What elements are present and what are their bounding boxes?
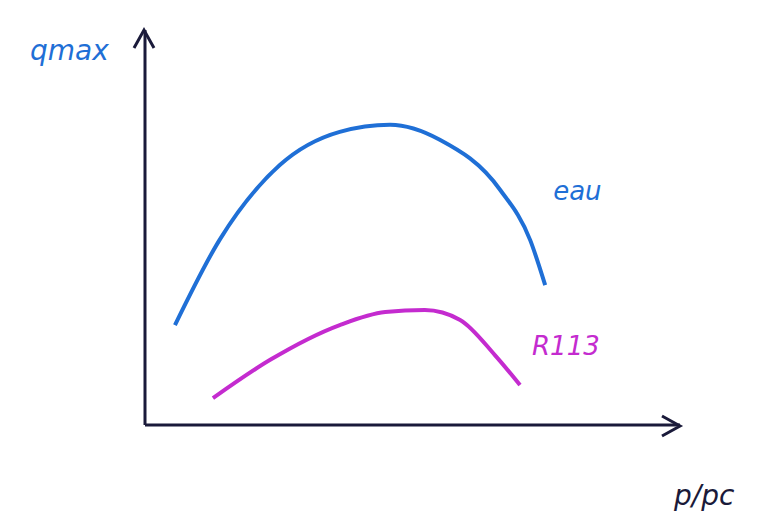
svg-text:eau: eau xyxy=(553,176,601,206)
svg-text:R113: R113 xyxy=(532,331,600,361)
svg-text:p/pc: p/pc xyxy=(673,479,735,512)
svg-text:qmax: qmax xyxy=(30,34,109,67)
